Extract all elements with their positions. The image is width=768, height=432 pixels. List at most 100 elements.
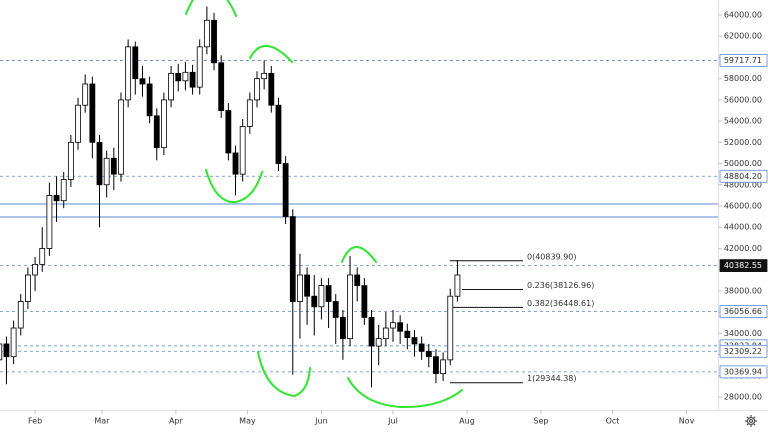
candle-body <box>325 285 332 302</box>
candle-body <box>397 322 404 332</box>
candle-body <box>275 104 282 164</box>
candle-body <box>82 83 89 106</box>
price-label-box <box>719 365 768 379</box>
x-tick-label: Sep <box>533 417 548 426</box>
x-tick-label: Nov <box>679 417 695 426</box>
x-tick-label: Apr <box>169 417 184 426</box>
y-tick-label: 48000.00 <box>724 180 762 189</box>
candle-body <box>125 46 132 101</box>
fib-label: 0(40839.90) <box>527 252 577 261</box>
candle-body <box>425 350 432 358</box>
candle-body <box>39 248 46 265</box>
x-tick-label: Oct <box>606 417 620 426</box>
price-label-box <box>719 305 768 318</box>
candle-body <box>454 274 461 297</box>
candle-body <box>168 72 174 101</box>
candle-body <box>161 99 167 149</box>
hand-drawn-arc <box>185 0 194 15</box>
x-tick-label: Mar <box>94 417 110 426</box>
candle-body <box>89 83 96 143</box>
hand-drawn-arc <box>205 169 263 204</box>
candle-body <box>297 274 303 302</box>
candle-body <box>103 157 110 186</box>
candle-body <box>25 274 31 302</box>
candle-body <box>282 163 289 218</box>
candle-body <box>203 19 210 48</box>
candle-body <box>196 46 203 88</box>
fib-label: 0.236(38126.96) <box>527 281 594 290</box>
price-label: 30369.94 <box>724 367 762 376</box>
candle-body <box>261 72 268 80</box>
candle-body <box>368 317 375 347</box>
candle-body <box>3 343 10 358</box>
candle-body <box>246 99 253 127</box>
candle-body <box>175 72 182 82</box>
price-label-box <box>719 169 768 183</box>
candle-body <box>60 179 67 202</box>
candle-body <box>318 285 325 308</box>
y-tick-label: 42000.00 <box>724 244 762 253</box>
candle-body <box>447 295 454 361</box>
candle-body <box>418 343 425 352</box>
price-label: 36056.66 <box>724 307 762 316</box>
y-tick-label: 64000.00 <box>724 11 762 20</box>
candle-body <box>110 157 117 175</box>
price-label-box <box>719 344 768 358</box>
candle-body <box>132 46 139 80</box>
x-tick-label: May <box>239 417 256 426</box>
candle-body <box>232 152 239 175</box>
candle-body <box>118 99 124 175</box>
price-label-box <box>719 259 768 273</box>
candle-body <box>433 356 439 375</box>
candle-body <box>268 72 275 106</box>
x-tick-label: Jun <box>314 417 328 426</box>
y-tick-label: 28000.00 <box>724 393 762 402</box>
candle-body <box>218 62 225 111</box>
hand-drawn-arc <box>249 45 293 63</box>
price-label-box <box>719 54 768 67</box>
candle-body <box>339 317 346 340</box>
candle-body <box>289 216 296 302</box>
hand-drawn-arc <box>341 246 377 263</box>
candle-body <box>239 126 246 175</box>
price-label: 59717.71 <box>724 56 762 65</box>
x-tick-label: Feb <box>28 417 42 426</box>
candle-body <box>146 83 153 117</box>
y-tick-label: 56000.00 <box>724 95 762 104</box>
y-tick-label: 58000.00 <box>724 74 762 83</box>
y-tick-label: 50000.00 <box>724 159 762 168</box>
candle-body <box>46 194 53 249</box>
y-tick-label: 52000.00 <box>724 138 762 147</box>
x-tick-label: Aug <box>459 417 475 426</box>
candle-body <box>254 78 260 101</box>
candle-body <box>67 141 74 180</box>
candle-body <box>182 71 189 82</box>
candle-body <box>390 322 396 329</box>
candle-body <box>311 295 318 308</box>
candle-body <box>10 327 17 358</box>
candle-body <box>189 71 196 88</box>
hand-drawn-arc <box>347 377 463 409</box>
candle-body <box>225 110 232 154</box>
y-tick-label: 44000.00 <box>724 223 762 232</box>
settings-icon[interactable] <box>745 415 757 427</box>
candle-body <box>0 343 3 361</box>
candle-body <box>411 337 418 345</box>
candle-body <box>139 78 146 85</box>
y-tick-label: 46000.00 <box>724 202 762 211</box>
candle-body <box>354 274 361 286</box>
candle-body <box>17 301 24 329</box>
annotations <box>185 0 463 409</box>
x-tick-label: Jul <box>387 417 398 426</box>
candle-body <box>382 327 389 340</box>
price-label: 40382.55 <box>724 261 762 270</box>
y-tick-label: 34000.00 <box>724 329 762 338</box>
candle-body <box>440 359 447 375</box>
candle-body <box>53 194 60 202</box>
y-tick-label: 62000.00 <box>724 32 762 41</box>
y-tick-label: 38000.00 <box>724 286 762 295</box>
y-tick-label: 54000.00 <box>724 117 762 126</box>
candle-body <box>375 338 382 347</box>
